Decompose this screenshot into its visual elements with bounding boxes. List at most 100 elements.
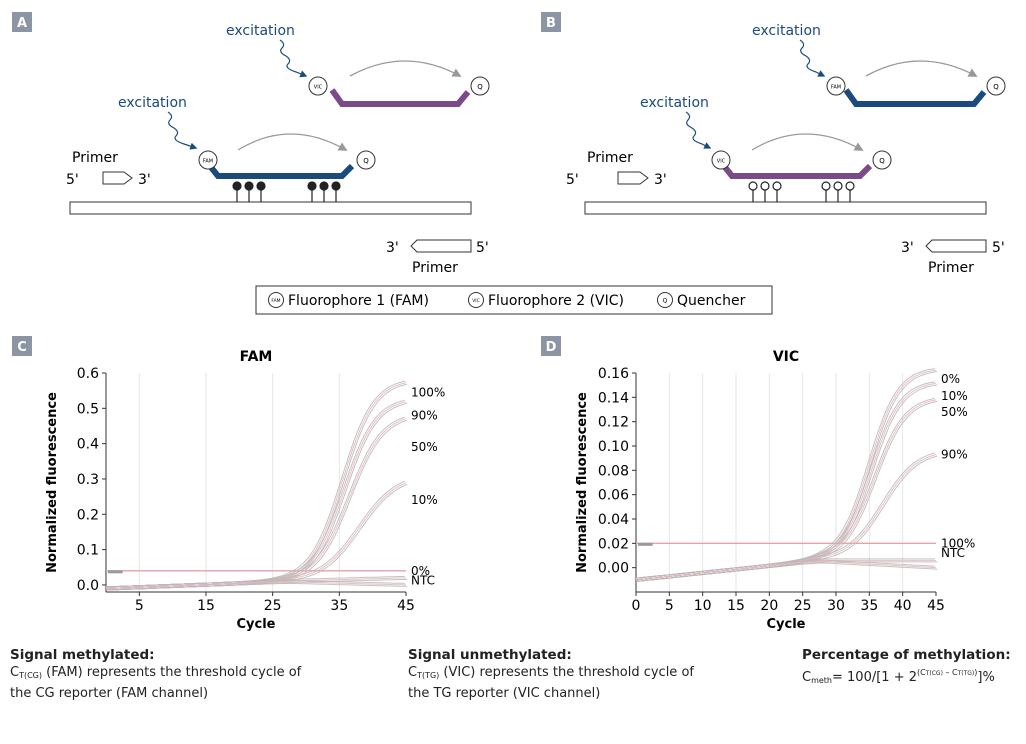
- fam-circle-text-a: FAM: [203, 159, 213, 165]
- chart0-series-label: 100%: [411, 385, 445, 399]
- chart0-ytick-label: 0.6: [77, 366, 99, 382]
- panel-b: B Primer 5' 3' 3' 5' Primer VIC Q excita…: [541, 12, 1006, 276]
- caption-methylated-line1: CT(CG) (FAM) represents the threshold cy…: [10, 664, 301, 685]
- excitation-label-b2: excitation: [752, 23, 821, 39]
- transfer-arrow-b1: [751, 133, 864, 151]
- q-circle-text-b1: Q: [879, 157, 885, 165]
- legend-fam-symbol-text: FAM: [271, 298, 280, 304]
- chart1-ylabel: Normalized fluorescence: [575, 392, 590, 573]
- chart0-ytick-label: 0.0: [77, 578, 99, 594]
- forward-primer-5p-a: 5': [66, 172, 79, 188]
- chart0-series-line: [107, 483, 408, 591]
- caption-methylated-line2: the CG reporter (FAM channel): [10, 686, 209, 701]
- q-circle-text-b2: Q: [993, 83, 999, 91]
- caption-unmethylated-text1: (VIC) represents the threshold cycle of: [439, 665, 694, 680]
- chart1-xtick-label: 30: [827, 598, 845, 614]
- chart1-series-label: 90%: [941, 448, 968, 462]
- chart1-series-label: 100%: [941, 536, 975, 550]
- c-symbol: C: [802, 670, 812, 685]
- vic-circle-text-b: VIC: [717, 159, 726, 165]
- c-symbol: C: [10, 665, 20, 680]
- chart0-series-label: 90%: [411, 408, 438, 422]
- chart0-series-line: [105, 401, 407, 589]
- legend: FAM Fluorophore 1 (FAM) VIC Fluorophore …: [255, 285, 773, 315]
- chart0-ylabel: Normalized fluorescence: [45, 392, 60, 573]
- caption-signal-unmethylated: Signal unmethylated: CT(TG) (VIC) repres…: [408, 646, 694, 703]
- transfer-arrow-a2: [349, 60, 462, 77]
- panel-c: C FAM 0.0 0.1 0.2 0.3 0.4 0.5 0.6 5 15 25 35 45 Cycle…: [12, 336, 445, 632]
- chart1-ytick-label: 0.08: [598, 463, 629, 479]
- dna-template-b: [584, 201, 987, 215]
- panel-a: A Primer 5' 3' 3' 5' Primer FAM Q excita…: [12, 12, 490, 276]
- chart1-ytick-label: 0.10: [598, 439, 629, 455]
- chart1-xtick-label: 45: [927, 598, 945, 614]
- chart0-ytick-label: 0.5: [77, 401, 99, 417]
- panel-d: D VIC 0.00 0.02 0.04 0.06 0.08 0.10 0.12 0.14 0.1…: [541, 336, 975, 632]
- caption-signal-methylated: Signal methylated: CT(CG) (FAM) represen…: [10, 646, 301, 703]
- exp-part-mid: – C: [942, 668, 958, 677]
- excitation-wave-a2: [279, 39, 308, 78]
- transfer-arrow-b2: [865, 60, 978, 77]
- chart1-xtick-label: 15: [727, 598, 745, 614]
- chart0-series-line: [107, 383, 408, 591]
- formula-body: = 100/[1 + 2: [832, 670, 917, 685]
- c-subscript: T(TG): [417, 671, 440, 680]
- q-circle-text-a1: Q: [363, 157, 369, 165]
- chart0-ytick-label: 0.3: [77, 472, 99, 488]
- panel-d-badge: [541, 336, 561, 356]
- chart0-series-label: 0%: [411, 564, 430, 578]
- chart1-xlabel: Cycle: [767, 617, 806, 632]
- chart1-series-line: [635, 399, 937, 581]
- chart1-series-label: NTC: [941, 546, 965, 560]
- vic-fluorophore-a: [308, 76, 328, 96]
- legend-q-symbol-text: Q: [663, 298, 668, 305]
- forward-primer-5p-b: 5': [566, 172, 579, 188]
- forward-primer-a: [102, 171, 133, 185]
- fam-probe-bound-a: [207, 163, 355, 179]
- fam-fluorophore-b: [826, 76, 846, 96]
- chart1-series-line: [637, 562, 938, 582]
- chart1-series-line: [635, 369, 937, 581]
- panel-a-letter: A: [17, 16, 27, 31]
- reverse-primer-3p-b: 3': [901, 240, 914, 256]
- chart1-xtick-label: 20: [760, 598, 778, 614]
- chart0-series-label: 50%: [411, 440, 438, 454]
- panel-b-letter: B: [546, 16, 556, 31]
- chart1-series-label: 0%: [941, 372, 960, 386]
- vic-probe-free-a: [329, 88, 471, 107]
- excitation-label-a1: excitation: [118, 95, 187, 111]
- excitation-wave-a1: [167, 111, 198, 150]
- chart1-series-line: [635, 454, 937, 581]
- panel-a-badge: [12, 12, 32, 32]
- chart0-series-line: [104, 399, 405, 588]
- caption-methylated-title: Signal methylated:: [10, 647, 155, 663]
- fam-circle-text-b: FAM: [831, 85, 841, 91]
- caption-percentage-formula: Cmeth= 100/[1 + 2(CT(CG) – CT(TG))]%: [802, 664, 1011, 690]
- forward-primer-label-b: Primer: [587, 150, 633, 166]
- chart0-series-line: [107, 419, 408, 591]
- caption-unmethylated-line2: the TG reporter (VIC channel): [408, 686, 601, 701]
- chart0-xtick-label: 45: [397, 598, 415, 614]
- caption-percentage: Percentage of methylation: Cmeth= 100/[1…: [802, 646, 1011, 690]
- forward-primer-3p-b: 3': [654, 172, 667, 188]
- chart0-xtick-label: 15: [197, 598, 215, 614]
- chart0-series-line: [107, 402, 408, 591]
- caption-percentage-title: Percentage of methylation:: [802, 647, 1011, 663]
- reverse-primer-label-b: Primer: [928, 260, 974, 276]
- chart0-series-line: [104, 380, 405, 588]
- chart1-title: VIC: [773, 349, 799, 365]
- quencher-b1: [872, 150, 892, 170]
- quencher-a2: [470, 76, 490, 96]
- chart1-series-line: [637, 400, 938, 582]
- formula-exponent: (CT(CG) – CT(TG)): [917, 668, 977, 677]
- chart0-series-label: 10%: [411, 493, 438, 507]
- chart0-series-line: [104, 416, 405, 588]
- legend-vic-label: Fluorophore 2 (VIC): [488, 293, 624, 309]
- chart1-xtick-label: 35: [860, 598, 878, 614]
- chart1-ytick-label: 0.00: [598, 561, 629, 577]
- chart0-ytick-label: 0.1: [77, 543, 99, 559]
- chart1-ytick-label: 0.16: [598, 366, 629, 382]
- legend-vic-symbol-text: VIC: [472, 298, 480, 304]
- chart0-series-line: [105, 418, 407, 589]
- chart1-series-label: 50%: [941, 405, 968, 419]
